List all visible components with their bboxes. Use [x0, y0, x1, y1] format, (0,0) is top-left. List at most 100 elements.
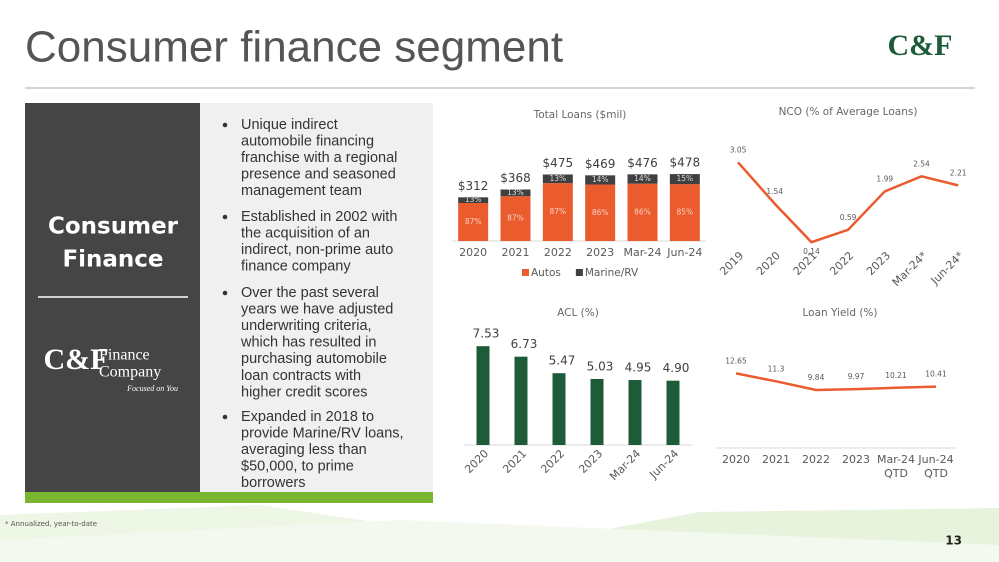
logo: C&F — [888, 29, 953, 62]
accent-bar — [25, 492, 433, 503]
finance-logo-mark: C&F — [44, 343, 109, 376]
bullet-dot — [222, 414, 228, 420]
total-label: $478 — [670, 156, 701, 170]
bullet-text: management team — [241, 183, 362, 199]
value-label: 1.54 — [766, 187, 783, 196]
bar-segment — [458, 202, 489, 241]
legend-label: Autos — [531, 267, 561, 279]
x-tick-label: Jun-24* — [928, 249, 967, 288]
value-label: 4.95 — [625, 361, 652, 375]
segment-label: 15% — [676, 174, 693, 183]
segment-label: 14% — [634, 174, 651, 183]
page-number: 13 — [945, 534, 962, 548]
segment-label: 86% — [634, 207, 651, 216]
value-label: 7.53 — [473, 327, 500, 341]
x-tick-label: 2020 — [722, 453, 750, 466]
segment-label: 86% — [592, 208, 609, 217]
value-label: 1.99 — [876, 174, 893, 183]
slide-title: Consumer finance segment — [25, 23, 563, 72]
x-tick-label: Jun-24 — [666, 246, 702, 259]
bullet-text: Expanded in 2018 to — [241, 409, 374, 425]
x-tick-label: 2022 — [538, 447, 567, 476]
x-tick-label: 2021 — [500, 447, 529, 476]
bar-segment — [585, 184, 616, 241]
bar-segment — [585, 175, 616, 185]
bullet-text: presence and seasoned — [241, 167, 396, 183]
x-tick-label: 2023 — [576, 447, 605, 476]
segment-label: 85% — [676, 208, 693, 217]
line — [735, 372, 937, 392]
bar — [552, 373, 566, 445]
bullet-text: higher credit scores — [241, 384, 368, 400]
chart-title: NCO (% of Average Loans) — [779, 106, 918, 118]
bullet-text: years we have adjusted — [241, 301, 393, 317]
segment-label: 14% — [592, 175, 609, 184]
bullet-dot — [222, 122, 228, 128]
chart-title: Total Loans ($mil) — [533, 109, 627, 121]
value-label: 2.21 — [950, 168, 967, 177]
sidebar-heading: Consumer — [48, 214, 179, 240]
value-label: 5.03 — [587, 359, 614, 373]
value-label: 10.41 — [925, 370, 947, 379]
bar-segment — [669, 184, 700, 241]
value-label: 4.90 — [663, 361, 690, 375]
finance-logo-text: Finance — [99, 347, 150, 364]
x-tick-label: 2020 — [459, 246, 487, 259]
chart-title: ACL (%) — [557, 307, 599, 319]
sidebar-heading: Finance — [62, 247, 163, 273]
bar-segment — [627, 174, 658, 184]
bullet-text: automobile financing — [241, 133, 374, 149]
chart-title: Loan Yield (%) — [802, 307, 877, 319]
bullet-text: loan contracts with — [241, 368, 361, 384]
x-tick-label: 2021 — [762, 453, 790, 466]
line — [737, 161, 959, 244]
footnote: * Annualized, year-to-date — [5, 520, 97, 528]
bullet-text: $50,000, to prime — [241, 459, 354, 475]
bar-segment — [542, 183, 573, 241]
x-tick-label: Mar-24 — [623, 246, 661, 259]
bullet-text: underwriting criteria, — [241, 318, 372, 334]
x-tick-label: 2020 — [754, 249, 783, 278]
value-label: 0.59 — [840, 213, 857, 222]
bullet-panel — [200, 103, 433, 492]
x-tick-label: 2023 — [864, 249, 893, 278]
bar — [628, 380, 642, 445]
x-tick-label: 2020 — [462, 447, 491, 476]
value-label: 2.54 — [913, 159, 930, 168]
x-tick-label: Mar-24 QTD — [877, 453, 915, 480]
segment-label: 13% — [549, 174, 566, 183]
bullet-text: provide Marine/RV loans, — [241, 425, 404, 441]
x-tick-label: 2022 — [827, 249, 856, 278]
bullet-text: Unique indirect — [241, 117, 338, 133]
value-label: 10.21 — [885, 371, 907, 380]
bar — [514, 356, 528, 445]
bar-segment — [500, 189, 531, 197]
bullet-text: purchasing automobile — [241, 351, 387, 367]
x-tick-label: 2023 — [842, 453, 870, 466]
bullet-text: averaging less than — [241, 442, 367, 458]
bullet-text: finance company — [241, 259, 351, 275]
segment-label: 87% — [507, 214, 524, 223]
bullet-text: which has resulted in — [240, 335, 376, 351]
x-tick-label: 2022 — [544, 246, 572, 259]
segment-label: 13% — [465, 195, 482, 204]
total-label: $475 — [543, 156, 574, 170]
legend-swatch — [522, 269, 529, 276]
total-label: $469 — [585, 157, 616, 171]
bar-segment — [669, 174, 700, 185]
value-label: 12.65 — [725, 356, 747, 365]
legend-label: Marine/RV — [585, 267, 639, 279]
bullet-text: borrowers — [241, 475, 305, 491]
legend-swatch — [575, 269, 583, 276]
total-label: $312 — [458, 179, 489, 193]
bar-segment — [500, 196, 531, 241]
x-tick-label: 2023 — [586, 246, 614, 259]
segment-label: 13% — [507, 188, 524, 197]
finance-logo-text: Company — [99, 364, 161, 381]
value-label: 0.14 — [803, 247, 820, 256]
wave — [0, 520, 999, 562]
segment-label: 87% — [465, 217, 482, 226]
bar-segment — [542, 174, 573, 184]
